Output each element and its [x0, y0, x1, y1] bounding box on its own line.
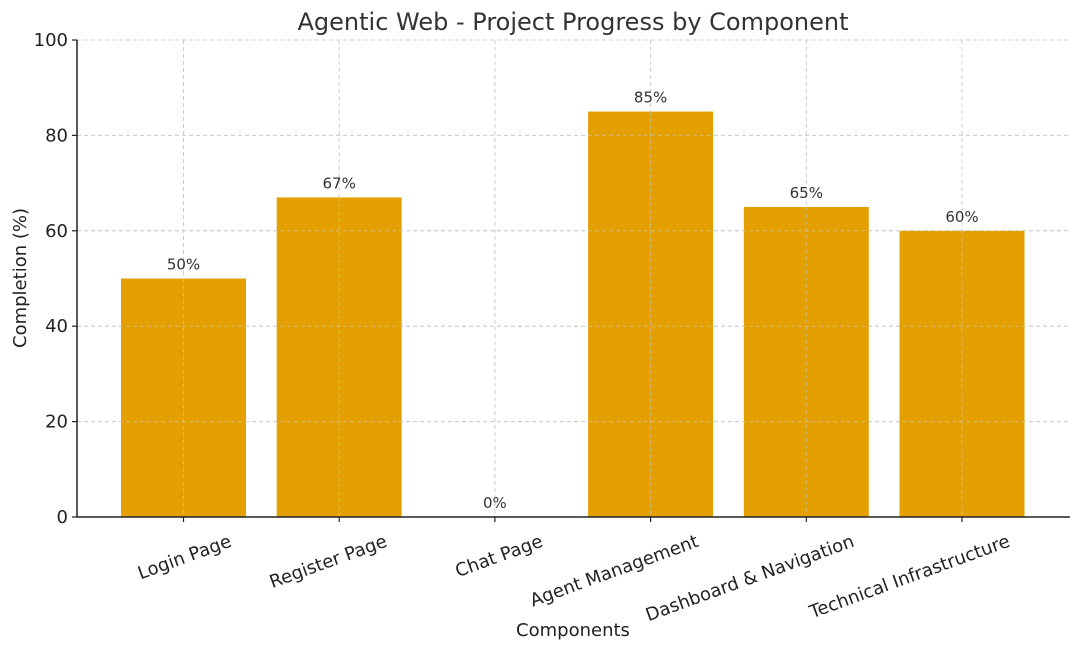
data-label: 60% — [945, 208, 978, 226]
y-tick-label: 100 — [34, 30, 68, 51]
data-label: 50% — [167, 256, 200, 274]
x-axis-title: Components — [516, 620, 630, 641]
y-tick-label: 60 — [45, 221, 68, 242]
bars — [77, 39, 1070, 518]
data-label: 0% — [483, 494, 507, 512]
y-tick-label: 0 — [57, 507, 68, 528]
y-tick-label: 20 — [45, 412, 68, 433]
bar — [276, 197, 402, 517]
y-tick-label: 80 — [45, 125, 68, 146]
chart-title: Agentic Web - Project Progress by Compon… — [298, 8, 849, 36]
data-label: 65% — [790, 184, 823, 202]
y-tick-label: 40 — [45, 316, 68, 337]
data-label: 85% — [634, 89, 667, 107]
data-labels: 50% 67% 0% 85% 65% 60% — [167, 89, 979, 512]
y-ticks: 0 20 40 60 80 100 — [34, 30, 77, 528]
x-tick-label: Login Page — [135, 531, 234, 584]
x-tick-label: Chat Page — [453, 531, 546, 582]
data-label: 67% — [323, 174, 356, 192]
y-axis-title: Completion (%) — [10, 208, 31, 348]
x-tick-label: Register Page — [267, 531, 390, 593]
